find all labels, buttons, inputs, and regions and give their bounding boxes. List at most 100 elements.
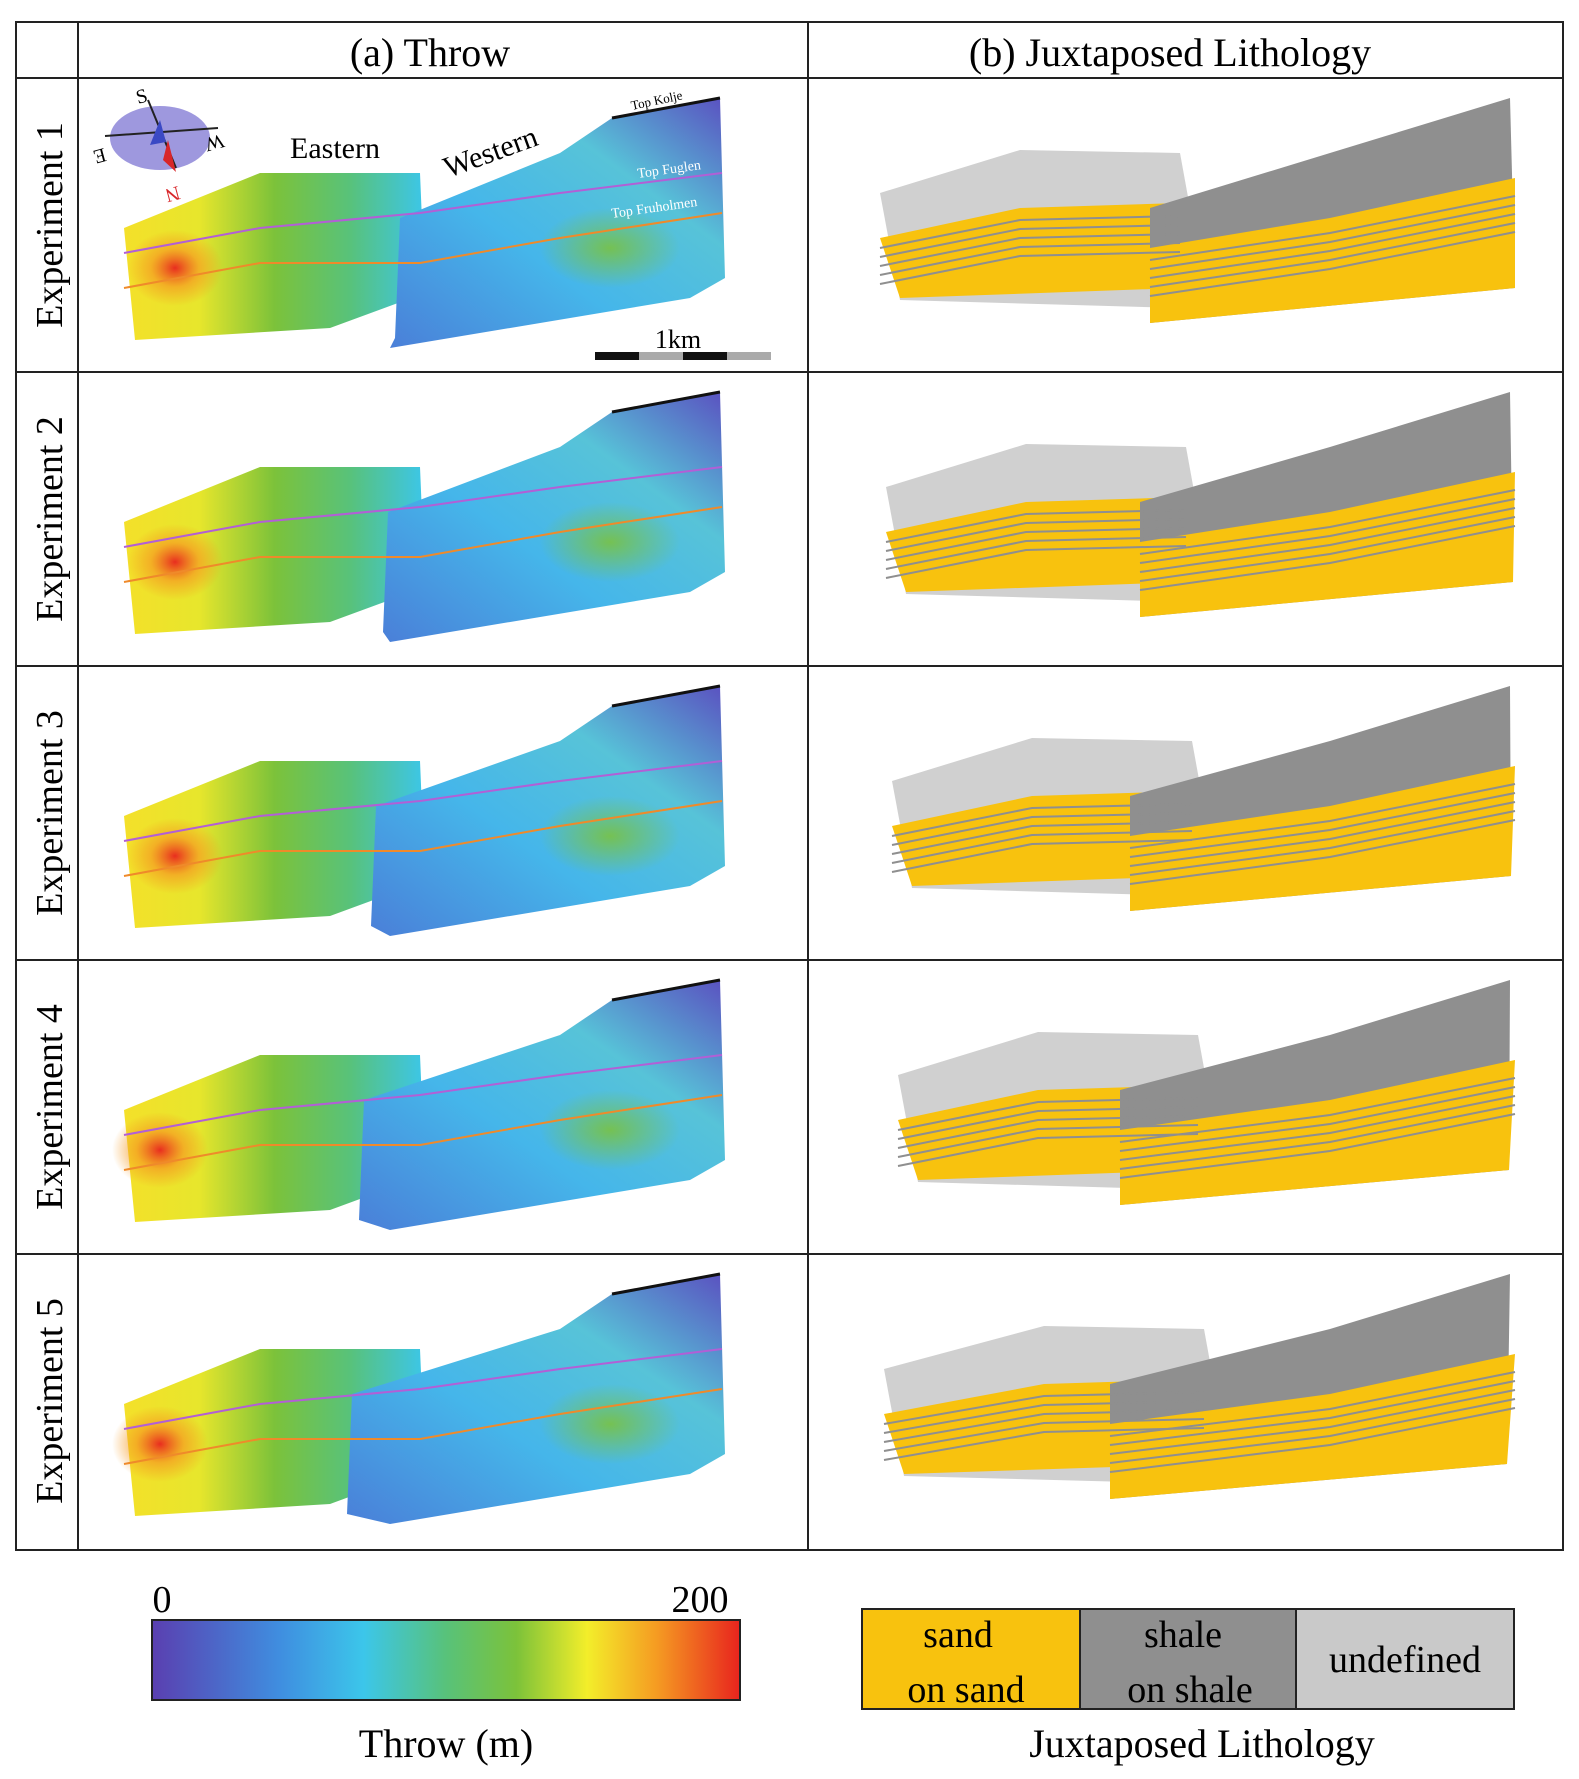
shale-stringer	[883, 1400, 1205, 1434]
throw-maximum	[127, 524, 223, 600]
throw-maximum	[112, 1406, 208, 1482]
legend-swatch-sand	[861, 1608, 1081, 1710]
throw-panel-3	[123, 684, 725, 936]
shale-stringer	[1149, 204, 1516, 270]
scale-bar-label: 1km	[655, 325, 701, 354]
shale-stringer	[879, 215, 1181, 249]
shale-stringer	[897, 1106, 1199, 1140]
shale-stringer	[883, 1391, 1205, 1425]
horizon-top-fruholmen	[123, 1388, 723, 1465]
shale-stringer	[1109, 1398, 1516, 1464]
shale-stringer	[885, 518, 1187, 552]
throw-panels	[112, 96, 725, 1524]
shale-stringer	[891, 812, 1193, 846]
colorbar-title: Throw (m)	[359, 1721, 533, 1766]
row-label-experiment-1: Experiment 1	[29, 122, 71, 328]
shale-stringer	[1129, 819, 1516, 885]
shale-stringer	[885, 509, 1187, 543]
throw-panel-4	[112, 978, 725, 1230]
throw-green-zone	[540, 796, 680, 876]
lithology-panel-4	[897, 980, 1516, 1205]
legend-undefined-label: undefined	[1329, 1639, 1481, 1681]
western-sand	[1110, 1354, 1515, 1499]
lithology-panel-3	[891, 686, 1516, 911]
shale-stringer	[879, 224, 1181, 258]
column-header-lithology: (b) Juxtaposed Lithology	[969, 30, 1371, 75]
western-fault-surface	[383, 392, 725, 642]
shale-stringer	[1139, 516, 1516, 582]
shale-stringer	[1129, 792, 1516, 858]
top-kolje-line	[611, 1272, 721, 1296]
shale-stringer	[885, 545, 1187, 579]
shale-stringer	[885, 536, 1187, 570]
scale-bar: 1km	[595, 325, 771, 360]
legend-sand-line1: sand	[923, 1614, 993, 1656]
shale-stringer	[1109, 1380, 1516, 1446]
top-kolje-line	[611, 96, 721, 120]
shale-stringer	[1109, 1407, 1516, 1473]
throw-panel-2	[123, 390, 725, 642]
shale-stringer	[1119, 1077, 1516, 1143]
eastern-fault-surface	[124, 1055, 425, 1222]
legend-sand-line2: on sand	[907, 1669, 1024, 1711]
shale-stringer	[1129, 810, 1516, 876]
legend-swatch-shale	[1079, 1608, 1297, 1710]
colorbar-max-label: 200	[672, 1579, 729, 1621]
western-fault-surface	[359, 980, 725, 1230]
shale-stringer	[1109, 1371, 1516, 1437]
horizon-top-fuglen	[123, 1054, 723, 1136]
shale-stringer	[879, 251, 1181, 285]
shale-stringer	[885, 527, 1187, 561]
top-kolje-line	[611, 978, 721, 1002]
throw-maximum	[127, 818, 223, 894]
horizon-top-fuglen	[123, 1348, 723, 1430]
horizon-top-fruholmen	[123, 800, 723, 877]
shale-stringer	[1139, 498, 1516, 564]
throw-green-zone	[540, 1384, 680, 1464]
shale-stringer	[883, 1418, 1205, 1452]
shale-stringer	[1149, 231, 1516, 297]
colorbar-gradient	[151, 1619, 741, 1701]
shale-stringer	[1149, 195, 1516, 261]
shale-stringer	[1129, 783, 1516, 849]
row-label-experiment-4: Experiment 4	[29, 1004, 71, 1210]
row-label-experiment-3: Experiment 3	[29, 710, 71, 916]
western-fault-surface	[371, 686, 725, 936]
row-label-experiment-5: Experiment 5	[29, 1298, 71, 1504]
lithology-panel-2	[885, 392, 1516, 617]
lithology-panel-1	[879, 98, 1516, 323]
shale-stringer	[891, 839, 1193, 873]
horizon-top-fruholmen	[123, 506, 723, 583]
compass-s: S	[134, 85, 150, 109]
shale-stringer	[1109, 1389, 1516, 1455]
throw-maximum	[127, 230, 223, 306]
shale-stringer	[897, 1124, 1199, 1158]
top-kolje-line	[611, 684, 721, 708]
shale-stringer	[1119, 1086, 1516, 1152]
throw-colorbar: 0 200 Throw (m)	[151, 1579, 741, 1766]
compass: S W E N	[91, 85, 226, 206]
south-arrow-icon	[150, 120, 166, 145]
throw-green-zone	[540, 208, 680, 288]
horizon-top-fruholmen	[123, 212, 723, 289]
legend-shale-line2: on shale	[1127, 1669, 1253, 1711]
compass-n: N	[163, 181, 183, 206]
shale-stringer	[883, 1409, 1205, 1443]
lithology-legend: sand on sand shale on shale undefined Ju…	[861, 1608, 1515, 1766]
colorbar-min-label: 0	[153, 1579, 172, 1621]
throw-panel-1	[123, 96, 725, 348]
legend-swatch-undefined	[1295, 1608, 1515, 1710]
horizon-top-fruholmen	[123, 1094, 723, 1171]
shale-stringer	[897, 1133, 1199, 1167]
shale-stringer	[1119, 1095, 1516, 1161]
throw-green-zone	[540, 502, 680, 582]
horizon-top-fuglen	[123, 760, 723, 842]
top-kolje-line	[611, 390, 721, 414]
shale-stringer	[891, 821, 1193, 855]
north-arrow-icon	[163, 140, 176, 172]
shale-stringer	[1139, 507, 1516, 573]
western-fault-surface	[347, 1274, 725, 1524]
shale-stringer	[891, 803, 1193, 837]
legend-shale-line1: shale	[1144, 1614, 1222, 1656]
